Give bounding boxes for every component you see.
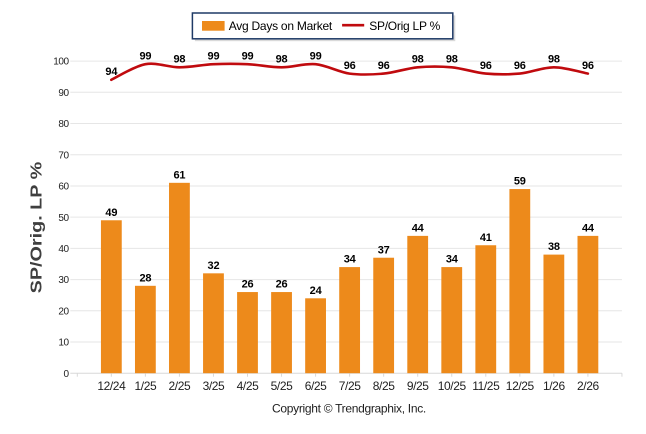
svg-text:96: 96: [378, 60, 390, 72]
svg-text:3/25: 3/25: [203, 379, 225, 393]
svg-text:26: 26: [276, 279, 288, 291]
svg-text:34: 34: [446, 254, 459, 266]
svg-text:Copyright © Trendgraphix, Inc.: Copyright © Trendgraphix, Inc.: [272, 402, 426, 416]
svg-text:20: 20: [58, 306, 69, 317]
svg-text:10/25: 10/25: [438, 379, 467, 393]
svg-text:26: 26: [242, 279, 254, 291]
svg-text:0: 0: [64, 369, 70, 380]
svg-text:99: 99: [310, 51, 322, 63]
svg-text:30: 30: [58, 275, 69, 286]
svg-text:96: 96: [480, 60, 492, 72]
svg-text:38: 38: [548, 241, 560, 253]
svg-text:32: 32: [208, 260, 220, 272]
svg-text:37: 37: [378, 244, 390, 256]
svg-text:12/24: 12/24: [97, 379, 126, 393]
svg-text:34: 34: [344, 254, 357, 266]
svg-text:7/25: 7/25: [339, 379, 361, 393]
svg-text:1/26: 1/26: [543, 379, 565, 393]
svg-text:40: 40: [58, 244, 69, 255]
svg-text:96: 96: [582, 60, 594, 72]
svg-text:SP/Orig. LP %: SP/Orig. LP %: [29, 162, 46, 294]
svg-text:2/25: 2/25: [169, 379, 191, 393]
svg-text:41: 41: [480, 232, 492, 244]
svg-text:1/25: 1/25: [134, 379, 156, 393]
svg-text:11/25: 11/25: [472, 379, 500, 393]
svg-text:90: 90: [58, 88, 69, 99]
svg-text:70: 70: [58, 150, 69, 161]
svg-text:99: 99: [242, 51, 254, 63]
svg-text:44: 44: [582, 222, 595, 234]
svg-text:9/25: 9/25: [407, 379, 429, 393]
svg-text:SP/Orig LP %: SP/Orig LP %: [369, 19, 440, 33]
svg-text:100: 100: [53, 57, 69, 68]
svg-text:12/25: 12/25: [506, 379, 535, 393]
svg-text:80: 80: [58, 119, 69, 130]
svg-text:98: 98: [548, 54, 560, 66]
svg-text:61: 61: [173, 169, 185, 181]
svg-text:98: 98: [446, 54, 458, 66]
svg-text:Avg Days on Market: Avg Days on Market: [229, 19, 333, 33]
svg-text:28: 28: [139, 272, 151, 284]
svg-text:44: 44: [412, 222, 425, 234]
svg-text:98: 98: [173, 54, 185, 66]
svg-text:59: 59: [514, 176, 526, 188]
svg-text:96: 96: [344, 60, 356, 72]
svg-text:4/25: 4/25: [237, 379, 259, 393]
svg-text:6/25: 6/25: [305, 379, 327, 393]
svg-text:99: 99: [208, 51, 220, 63]
svg-text:5/25: 5/25: [271, 379, 293, 393]
svg-text:99: 99: [139, 51, 151, 63]
svg-text:96: 96: [514, 60, 526, 72]
svg-text:50: 50: [58, 213, 69, 224]
svg-text:10: 10: [58, 338, 69, 349]
svg-text:98: 98: [276, 54, 288, 66]
svg-text:49: 49: [105, 207, 117, 219]
svg-text:2/26: 2/26: [577, 379, 599, 393]
svg-text:8/25: 8/25: [373, 379, 395, 393]
svg-text:98: 98: [412, 54, 424, 66]
svg-text:24: 24: [310, 285, 323, 297]
svg-text:94: 94: [105, 66, 118, 78]
svg-text:60: 60: [58, 182, 69, 193]
